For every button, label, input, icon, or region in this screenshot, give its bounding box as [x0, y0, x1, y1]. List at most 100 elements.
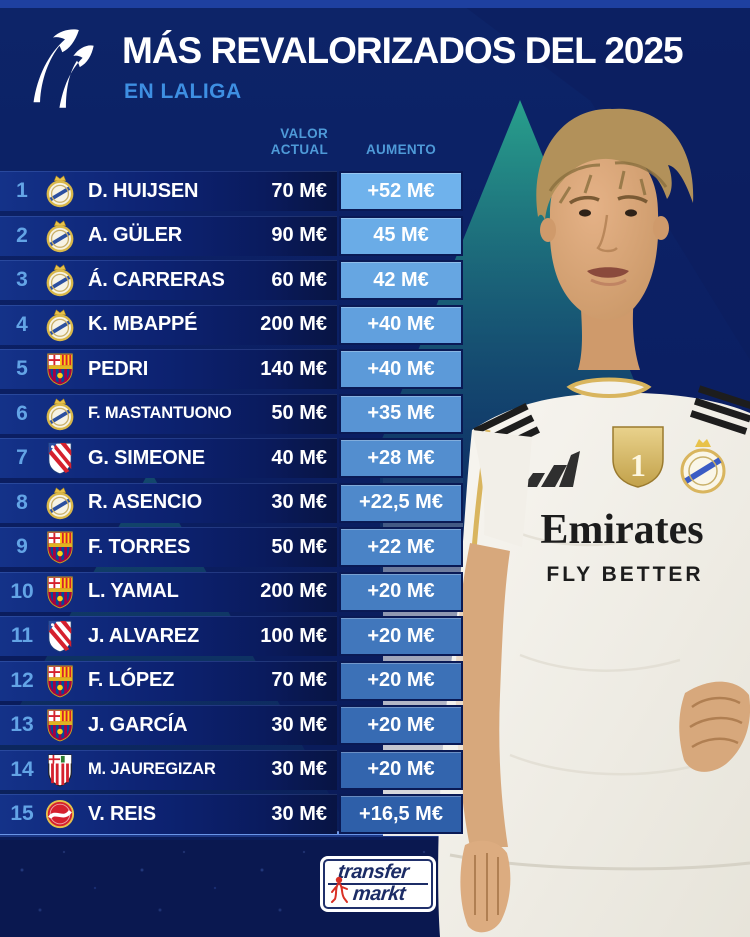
- current-value: 30 M€: [271, 491, 337, 514]
- current-value: 100 M€: [260, 625, 337, 648]
- real-madrid-badge-icon: [44, 486, 76, 520]
- player-name: J. ALVAREZ: [88, 625, 260, 648]
- table-row: 11 J. ALVAREZ100 M€+20 M€: [0, 616, 463, 656]
- table-row: 8R. ASENCIO30 M€+22,5 M€: [0, 483, 463, 523]
- increase-cell: +16,5 M€: [339, 794, 463, 834]
- table-row: 7 G. SIMEONE40 M€+28 M€: [0, 438, 463, 478]
- page-subtitle: EN LALIGA: [124, 80, 242, 104]
- column-header-valor-line1: VALOR: [210, 126, 328, 142]
- increase-cell: +20 M€: [339, 705, 463, 745]
- table-row: 9 F. TORRES50 M€+22 M€: [0, 527, 463, 567]
- emirates-sponsor-text: Emirates: [540, 507, 703, 553]
- athletic-badge-icon: [44, 753, 76, 787]
- rank-label: 12: [0, 669, 44, 693]
- column-header-valor-line2: ACTUAL: [210, 142, 328, 158]
- current-value: 200 M€: [260, 580, 337, 603]
- top-blue-strip: [0, 0, 750, 8]
- laliga-logo-icon: [28, 28, 102, 108]
- current-value: 40 M€: [271, 447, 337, 470]
- table-row: 14M. JAUREGIZAR30 M€+20 M€: [0, 750, 463, 790]
- column-header-current-value: VALOR ACTUAL: [210, 126, 328, 158]
- real-madrid-badge-icon: [44, 219, 76, 253]
- table-row: 15V. REIS30 M€+16,5 M€: [0, 794, 463, 834]
- real-madrid-badge-icon: [44, 174, 76, 208]
- player-row-bar: 7 G. SIMEONE40 M€: [0, 438, 337, 478]
- transfermarkt-logo-frame: transfer markt: [323, 859, 433, 909]
- barcelona-badge-icon: [44, 664, 76, 698]
- brand-text-transfer: transfer: [337, 862, 432, 883]
- player-row-bar: 5 PEDRI140 M€: [0, 349, 337, 389]
- column-header-increase: AUMENTO: [339, 142, 463, 157]
- player-row-bar: 2A. GÜLER90 M€: [0, 216, 337, 256]
- increase-cell: +22 M€: [339, 527, 463, 567]
- girona-badge-icon: [44, 797, 76, 831]
- increase-cell: 42 M€: [339, 260, 463, 300]
- barcelona-badge-icon: [44, 708, 76, 742]
- transfermarkt-logo: transfer markt: [320, 856, 436, 912]
- player-name: F. LÓPEZ: [88, 669, 271, 692]
- increase-cell: +40 M€: [339, 305, 463, 345]
- increase-cell: +20 M€: [339, 616, 463, 656]
- player-row-bar: 3Á. CARRERAS60 M€: [0, 260, 337, 300]
- barcelona-badge-icon: [44, 530, 76, 564]
- left-eye: [579, 209, 591, 216]
- player-row-bar: 1 D. HUIJSEN70 M€: [0, 171, 337, 211]
- increase-cell: +20 M€: [339, 750, 463, 790]
- player-name: L. YAMAL: [88, 580, 260, 603]
- increase-cell: +52 M€: [339, 171, 463, 211]
- table-row: 6 F. MASTANTUONO50 M€+35 M€: [0, 394, 463, 434]
- current-value: 70 M€: [271, 669, 337, 692]
- current-value: 200 M€: [260, 313, 337, 336]
- rank-label: 11: [0, 624, 44, 648]
- player-name: G. SIMEONE: [88, 447, 271, 470]
- current-value: 50 M€: [271, 402, 337, 425]
- player-row-bar: 9 F. TORRES50 M€: [0, 527, 337, 567]
- player-name: F. TORRES: [88, 536, 271, 559]
- current-value: 30 M€: [271, 758, 337, 781]
- ranking-table: 1D. HUIJSEN70 M€+52 M€2A. GÜLER90 M€45 M…: [0, 171, 463, 834]
- real-madrid-badge-icon: [44, 263, 76, 297]
- rank-label: 4: [0, 313, 44, 337]
- player-name: D. HUIJSEN: [88, 180, 271, 203]
- player-row-bar: 11 J. ALVAREZ100 M€: [0, 616, 337, 656]
- current-value: 70 M€: [271, 180, 337, 203]
- rank-label: 1: [0, 179, 44, 203]
- rank-label: 7: [0, 446, 44, 470]
- increase-cell: +35 M€: [339, 394, 463, 434]
- increase-cell: +28 M€: [339, 438, 463, 478]
- current-value: 50 M€: [271, 536, 337, 559]
- jersey-collar: [570, 380, 648, 397]
- current-value: 90 M€: [271, 224, 337, 247]
- transfermarkt-player-icon: [330, 876, 350, 904]
- player-name: F. MASTANTUONO: [88, 404, 271, 423]
- player-name: A. GÜLER: [88, 224, 271, 247]
- rank-label: 9: [0, 535, 44, 559]
- player-row-bar: 14M. JAUREGIZAR30 M€: [0, 750, 337, 790]
- rank-label: 10: [0, 580, 44, 604]
- table-row: 10 L. YAMAL200 M€+20 M€: [0, 572, 463, 612]
- table-row: 4 K. MBAPPÉ200 M€+40 M€: [0, 305, 463, 345]
- atletico-badge-icon: [44, 441, 76, 475]
- right-eye: [625, 209, 637, 216]
- rank-label: 5: [0, 357, 44, 381]
- player-row-bar: 15V. REIS30 M€: [0, 794, 337, 834]
- player-name: PEDRI: [88, 358, 260, 381]
- current-value: 140 M€: [260, 358, 337, 381]
- increase-cell: +20 M€: [339, 572, 463, 612]
- infographic-canvas: 1 Emirates FLY BETTER MÁS REVALORI: [0, 0, 750, 937]
- table-row: 1 D. HUIJSEN70 M€+52 M€: [0, 171, 463, 211]
- rank-label: 6: [0, 402, 44, 426]
- increase-cell: +22,5 M€: [339, 483, 463, 523]
- barcelona-badge-icon: [44, 575, 76, 609]
- current-value: 30 M€: [271, 714, 337, 737]
- current-value: 30 M€: [271, 803, 337, 826]
- player-name: K. MBAPPÉ: [88, 313, 260, 336]
- player-name: V. REIS: [88, 803, 271, 826]
- player-row-bar: 12 F. LÓPEZ70 M€: [0, 661, 337, 701]
- real-madrid-badge-icon: [44, 397, 76, 431]
- table-row: 2A. GÜLER90 M€45 M€: [0, 216, 463, 256]
- rank-label: 3: [0, 268, 44, 292]
- player-name: Á. CARRERAS: [88, 269, 271, 292]
- rank-label: 8: [0, 491, 44, 515]
- barcelona-badge-icon: [44, 352, 76, 386]
